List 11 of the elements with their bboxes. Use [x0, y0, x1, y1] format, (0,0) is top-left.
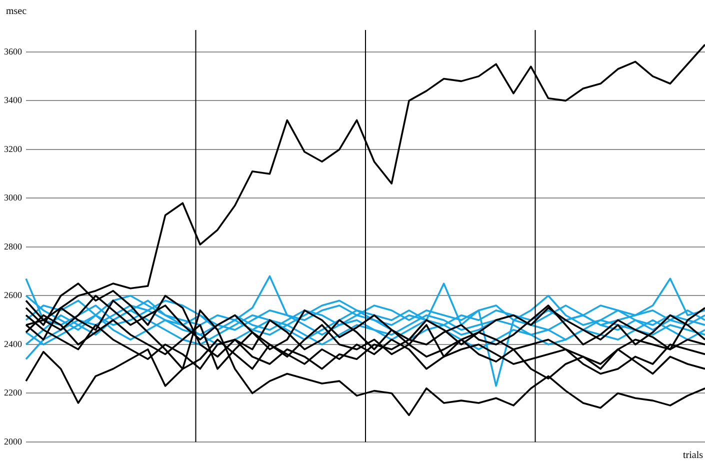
x-axis-title: trials — [683, 450, 704, 461]
y-tick-label: 3000 — [4, 192, 22, 203]
y-tick-label: 2800 — [4, 241, 22, 252]
y-axis-title: msec — [6, 6, 28, 17]
y-tick-label: 2400 — [4, 338, 22, 349]
y-tick-label: 3200 — [4, 144, 22, 154]
y-tick-label: 3600 — [4, 46, 22, 56]
y-tick-label: 2600 — [4, 290, 22, 300]
y-tick-label: 2200 — [4, 388, 22, 398]
y-tick-label: 2000 — [4, 436, 22, 446]
y-tick-label: 3400 — [4, 95, 22, 106]
